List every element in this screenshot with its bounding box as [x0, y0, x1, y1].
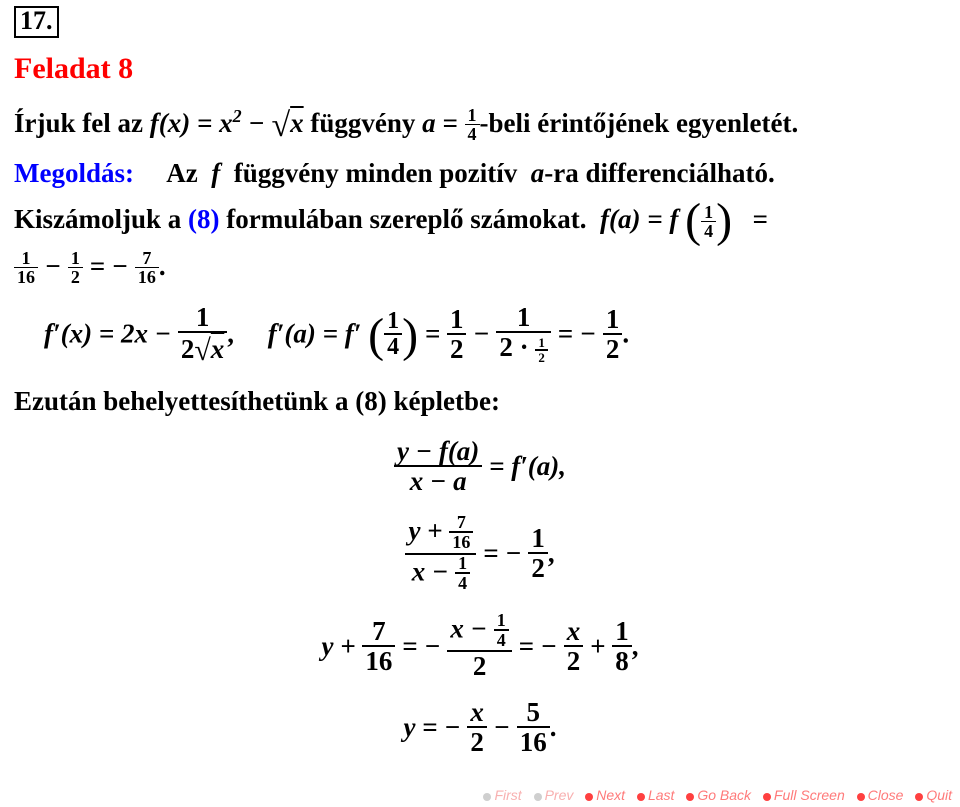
p1a: Írjuk fel az — [14, 108, 150, 138]
nav-rest[interactable]: Next Last Go Back Full Screen Close Quit — [577, 787, 952, 803]
comma3: , — [632, 630, 639, 660]
frac-5-16: 516 — [517, 699, 550, 756]
frac-half-a: 12 — [447, 306, 467, 363]
p2c: -ra differenciálható. — [544, 158, 774, 188]
eq-fx: f(x) = x2 − √x — [150, 108, 304, 138]
disp1-rhs: = f′(a), — [489, 451, 566, 481]
frac-xm14-over-2: x − 14 2 — [447, 612, 511, 681]
frac-7-16-c: 716 — [362, 618, 395, 675]
dot-icon — [915, 793, 923, 801]
solution-line-2: Kiszámoljuk a (8) formulában szereplő sz… — [14, 199, 946, 243]
fprime-x: f′(x) = 2x − — [44, 319, 178, 349]
dot-icon — [763, 793, 771, 801]
disp4a: y = − — [403, 712, 460, 742]
sqrt-arg-2: x — [211, 334, 225, 364]
eq-neg: = − — [90, 251, 129, 281]
dot3: . — [550, 712, 557, 742]
problem-statement: Írjuk fel az f(x) = x2 − √x függvény a =… — [14, 96, 946, 149]
dot-icon — [585, 793, 593, 801]
frac-7-16-b: 716 — [449, 513, 473, 552]
frac-x-2-b: x2 — [467, 699, 487, 756]
p1b: függvény — [304, 108, 423, 138]
frac-1-8: 18 — [612, 618, 632, 675]
page-number: 17. — [20, 6, 53, 35]
asym: a — [531, 158, 545, 188]
minus2: − — [45, 251, 68, 281]
eq-a: = — [425, 319, 447, 349]
exercise-title: Feladat 8 — [14, 52, 946, 86]
p1c: -beli érintőjének egyenletét. — [480, 108, 799, 138]
frac-1-4-c: 14 — [701, 203, 716, 241]
sqrt-arg: x — [290, 108, 304, 138]
sqrt-sign-2: √ — [194, 334, 210, 367]
frac-half-c: 12 — [528, 525, 548, 582]
frac-half-inner: 12 — [535, 336, 548, 365]
frac-1-2sqx: 1 2√x — [178, 304, 227, 365]
a-eq: a = — [422, 108, 464, 138]
frac-1-16: 116 — [14, 249, 38, 287]
ref-8a: (8) — [188, 204, 219, 234]
frac-x-2: x2 — [564, 618, 584, 675]
derivative-display: f′(x) = 2x − 1 2√x , f′(a) = f′ (14) = 1… — [14, 306, 946, 367]
nav-quit: Quit — [926, 787, 952, 803]
fprime-a: f′(a) = f′ — [268, 319, 362, 349]
nav-footer: First Prev Next Last Go Back Full Screen… — [475, 787, 952, 803]
solution-line-1: Megoldás: Az f függvény minden pozitív a… — [14, 153, 946, 195]
sup2: 2 — [233, 106, 242, 126]
p2b: függvény minden pozitív — [234, 158, 524, 188]
frac-half-b: 12 — [603, 306, 623, 363]
solution-label: Megoldás: — [14, 158, 134, 188]
sqrt-sign: √ — [271, 107, 290, 144]
solution-line-2cont: 116 − 12 = − 716. — [14, 246, 946, 288]
fa-eq-f: f(a) = f — [600, 204, 678, 234]
eq-disp-2: y + 716 x − 14 = − 12, — [14, 516, 946, 596]
disp2-eqneg: = − — [483, 538, 522, 568]
frac-1-2: 12 — [68, 249, 83, 287]
frac-disp1: y − f(a) x − a — [394, 438, 482, 495]
nav-close: Close — [868, 787, 904, 803]
p2a: Az — [166, 158, 204, 188]
frac-1-4-b: 14 — [384, 309, 402, 360]
disp3c: = − — [519, 630, 558, 660]
p3c: formulában szereplő számokat. — [220, 204, 594, 234]
eq-sign-1: = — [752, 204, 767, 234]
eq-disp-3: y + 716 = − x − 14 2 = − x2 + 18, — [14, 614, 946, 683]
frac-1-4-d: 14 — [455, 554, 470, 593]
minus-b: − — [473, 319, 496, 349]
dot-icon — [857, 793, 865, 801]
plus-sign: + — [590, 630, 612, 660]
dot-icon — [637, 793, 645, 801]
substitution-text: Ezután behelyettesíthetünk a (8) képletb… — [14, 381, 946, 423]
fsym: f — [211, 158, 220, 188]
nav-last: Last — [648, 787, 674, 803]
frac-1-4-e: 14 — [494, 611, 509, 650]
nav-next: Next — [596, 787, 625, 803]
dot-icon — [686, 793, 694, 801]
dot2: . — [622, 319, 629, 349]
page-number-box: 17. — [14, 6, 59, 38]
disp3b: = − — [402, 630, 441, 660]
comma2: , — [548, 538, 555, 568]
dot1: . — [159, 251, 166, 281]
eq-disp-1: y − f(a) x − a = f′(a), — [14, 440, 946, 497]
p3a: Kiszámoljuk a — [14, 204, 188, 234]
minus: − — [242, 108, 272, 138]
comma1: , — [227, 319, 234, 349]
disp4b: − — [494, 712, 517, 742]
nav-first-group[interactable]: First Prev — [475, 787, 577, 803]
dot-icon — [483, 793, 491, 801]
eq-neg2: = − — [558, 319, 597, 349]
nav-prev: Prev — [545, 787, 574, 803]
dot-icon — [534, 793, 542, 801]
disp3a: y + — [322, 630, 363, 660]
frac-1-over-2half: 1 2 · 12 — [496, 304, 551, 364]
nav-fullscreen: Full Screen — [774, 787, 845, 803]
nav-first: First — [494, 787, 521, 803]
eq-disp-4: y = − x2 − 516. — [14, 701, 946, 758]
frac-disp2: y + 716 x − 14 — [405, 514, 476, 594]
frac-7-16: 716 — [135, 249, 159, 287]
nav-goback: Go Back — [697, 787, 751, 803]
frac-1-4: 14 — [465, 106, 480, 144]
